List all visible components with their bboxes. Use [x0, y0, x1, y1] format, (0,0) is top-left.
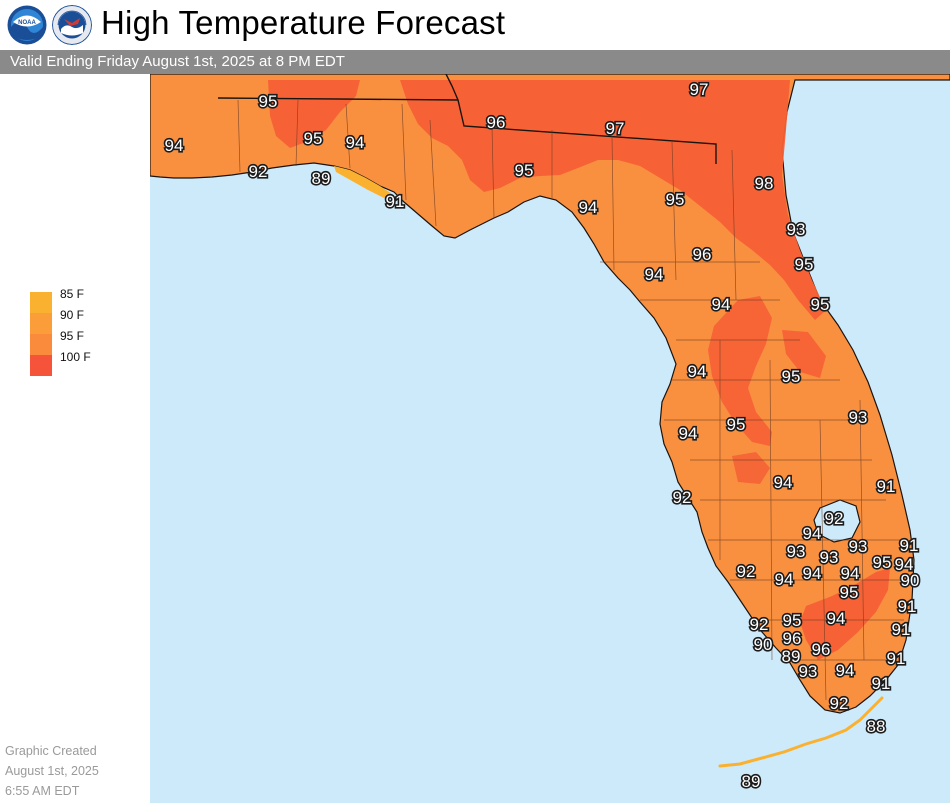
temperature-value: 96: [812, 640, 831, 659]
temperature-value: 92: [830, 694, 849, 713]
temperature-value: 92: [825, 509, 844, 528]
temperature-value: 95: [811, 295, 830, 314]
temperature-value: 94: [688, 362, 707, 381]
valid-time-text: Valid Ending Friday August 1st, 2025 at …: [10, 53, 345, 70]
temperature-value: 93: [799, 662, 818, 681]
temperature-value: 96: [783, 629, 802, 648]
legend-swatch-85: [30, 292, 52, 313]
temperature-value: 94: [165, 136, 184, 155]
left-panel: [0, 74, 150, 803]
temperature-value: 94: [803, 524, 822, 543]
nws-logo: [52, 5, 92, 45]
temperature-value: 88: [867, 717, 886, 736]
legend-swatch-100: [30, 355, 52, 376]
temperature-value: 93: [787, 220, 806, 239]
legend-label: 90 F: [60, 308, 85, 322]
county-lines: [237, 99, 910, 701]
temperature-value: 89: [742, 772, 761, 791]
temperature-value: 94: [645, 265, 664, 284]
temperature-value: 95: [795, 255, 814, 274]
hot-zone-north: [400, 80, 826, 320]
temperature-value: 89: [312, 169, 331, 188]
temperature-value: 98: [755, 174, 774, 193]
temperature-value: 89: [782, 647, 801, 666]
hot-zone-panhandle: [268, 80, 360, 148]
temperature-value: 91: [872, 674, 891, 693]
temperature-value: 94: [712, 295, 731, 314]
temperature-value: 90: [754, 635, 773, 654]
legend-swatch-90: [30, 313, 52, 334]
temperature-value: 95: [840, 583, 859, 602]
temperature-value: 92: [750, 615, 769, 634]
temperature-value: 94: [679, 424, 698, 443]
state-border: [217, 74, 717, 164]
temperature-value: 91: [900, 536, 919, 555]
noaa-logo: NOAA: [7, 5, 47, 45]
hot-zone-south: [800, 568, 890, 660]
temperature-value: 91: [887, 649, 906, 668]
hot-zone-east-central: [782, 330, 826, 378]
temperature-value: 96: [487, 113, 506, 132]
temperature-value: 94: [579, 198, 598, 217]
temperature-value: 94: [836, 661, 855, 680]
temperature-value: 95: [259, 92, 278, 111]
temperature-value: 93: [849, 408, 868, 427]
temperature-value: 94: [346, 133, 365, 152]
legend-swatch-95: [30, 334, 52, 355]
temperature-value: 91: [386, 192, 405, 211]
legend-label: 95 F: [60, 329, 85, 343]
temperature-value: 90: [901, 571, 920, 590]
created-time: 6:55 AM EDT: [5, 784, 80, 798]
legend-label: 85 F: [60, 287, 85, 301]
temperature-value: 92: [249, 162, 268, 181]
lake-okeechobee: [813, 499, 861, 543]
temperature-value: 92: [737, 562, 756, 581]
temperature-value: 91: [892, 620, 911, 639]
legend-label: 100 F: [60, 350, 91, 364]
temperature-value: 93: [820, 548, 839, 567]
temperature-value: 95: [666, 190, 685, 209]
created-date: August 1st, 2025: [5, 764, 99, 778]
temperature-value: 94: [841, 564, 860, 583]
temperature-value: 91: [877, 477, 896, 496]
temperature-value: 95: [873, 553, 892, 572]
page-title: High Temperature Forecast: [101, 4, 506, 41]
valid-time-bar: Valid Ending Friday August 1st, 2025 at …: [0, 50, 950, 74]
temperature-value: 95: [727, 415, 746, 434]
created-line-1: Graphic Created: [5, 744, 97, 758]
mild-coast-panhandle: [334, 166, 392, 198]
temperature-value: 93: [849, 537, 868, 556]
temperature-value: 95: [782, 367, 801, 386]
hot-zone-central: [708, 296, 772, 446]
temperature-value: 97: [690, 80, 709, 99]
temperature-value: 94: [775, 570, 794, 589]
temperature-value: 97: [606, 119, 625, 138]
temperature-value: 96: [693, 245, 712, 264]
temperature-value: 93: [787, 542, 806, 561]
graphic-created: Graphic Created August 1st, 2025 6:55 AM…: [5, 741, 99, 801]
temperature-value: 91: [898, 597, 917, 616]
temperature-value: 95: [304, 129, 323, 148]
svg-text:NOAA: NOAA: [18, 20, 36, 26]
header: NOAA High Temperature Forecast: [0, 0, 950, 50]
temperature-value: 94: [803, 564, 822, 583]
keys-islands: [718, 696, 884, 768]
temperature-value: 94: [895, 555, 914, 574]
temperature-value: 92: [673, 488, 692, 507]
temperature-value: 94: [827, 609, 846, 628]
temperature-value: 95: [783, 611, 802, 630]
temperature-value: 94: [774, 473, 793, 492]
temperature-value: 95: [515, 161, 534, 180]
